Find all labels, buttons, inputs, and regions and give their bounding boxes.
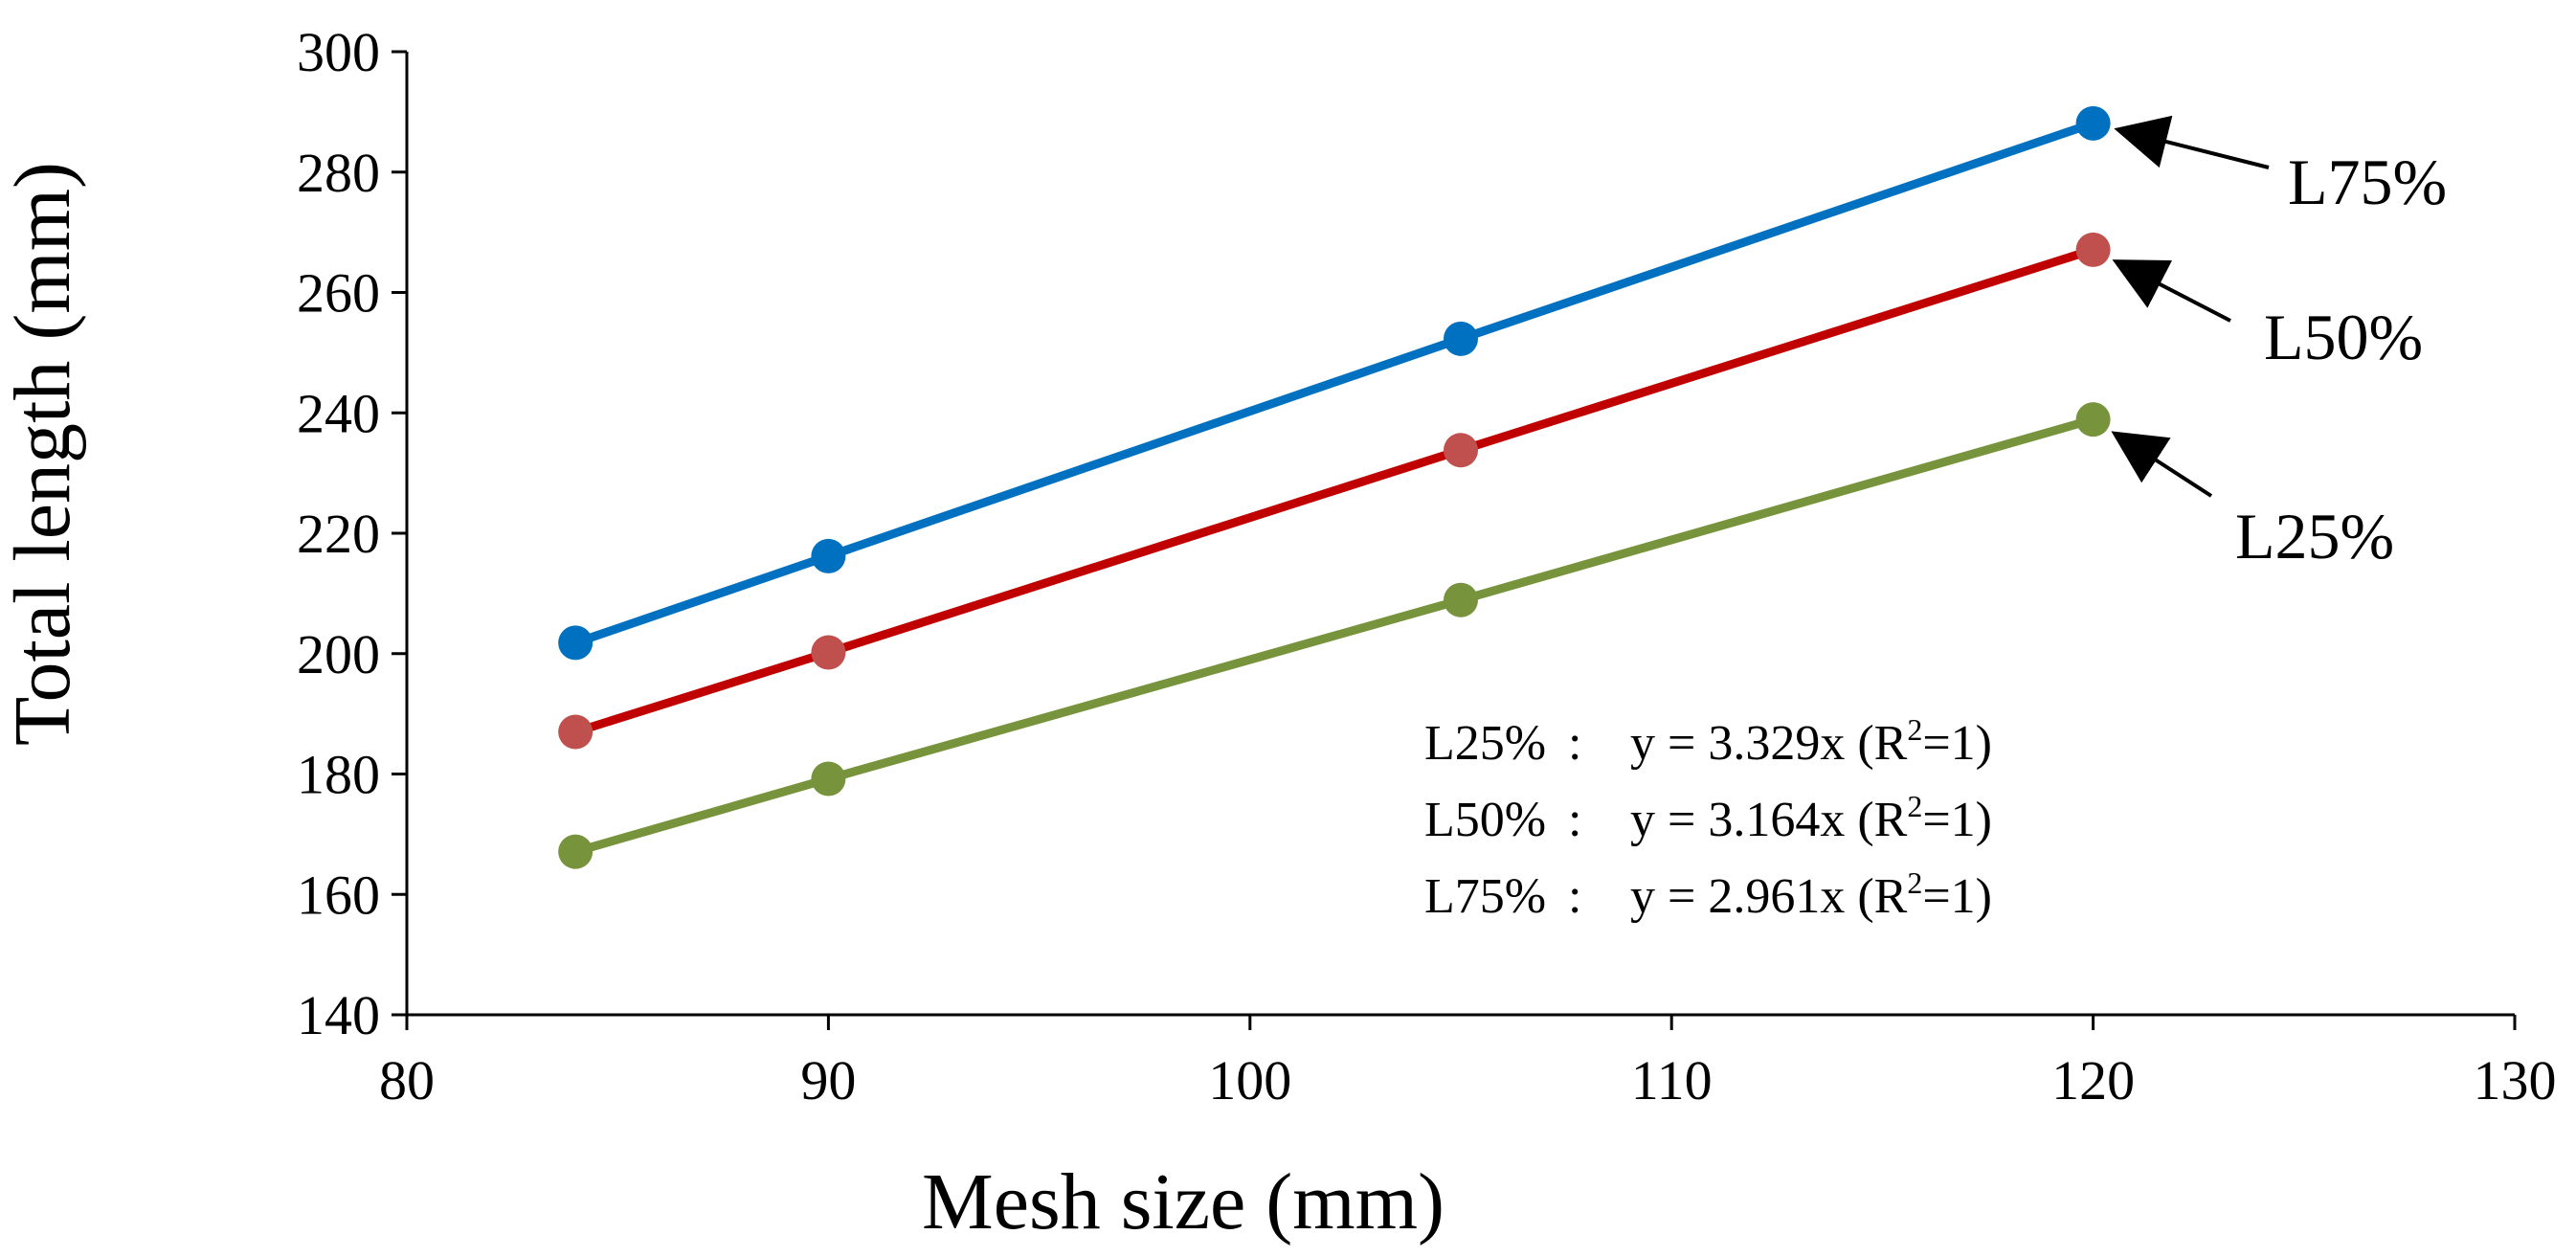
y-tick-label: 220 [297, 503, 380, 565]
y-tick-label: 140 [297, 984, 380, 1046]
equation-L25: L25%: y = 3.329x (R2=1) [1424, 712, 1992, 771]
series-line-L50 [573, 245, 2094, 736]
data-point-L75 [2075, 105, 2111, 141]
equation-tail: =1) [1922, 793, 1992, 847]
y-tick-label: 240 [297, 382, 380, 444]
data-point-L50 [558, 714, 594, 750]
y-tick-label: 200 [297, 623, 380, 685]
data-point-L75 [1444, 321, 1478, 356]
equation-formula: y = 3.164x (R [1630, 793, 1908, 847]
equation-layer: L25%: y = 3.329x (R2=1)L50%: y = 3.164x (R… [1424, 712, 1992, 924]
equation-L75: L75%: y = 2.961x (R2=1) [1424, 865, 1992, 924]
x-axis-title: Mesh size (mm) [922, 1157, 1445, 1246]
data-point-L25 [2075, 402, 2111, 438]
equation-L50: L50%: y = 3.164x (R2=1) [1424, 789, 1992, 847]
annotation-arrow-L75 [2114, 115, 2270, 169]
equation-label: L75% [1424, 869, 1546, 924]
equation-superscript: 2 [1907, 712, 1922, 747]
series-layer [558, 105, 2111, 869]
x-tick-label: 90 [800, 1049, 856, 1111]
equation-separator: : [1568, 869, 1581, 924]
ticks: 80 90 100 110 120 130 140 160 180 200 220 240 260 280… [297, 21, 2557, 1111]
equation-tail: =1) [1922, 869, 1992, 924]
data-point-L75 [811, 538, 846, 573]
x-tick-label: 100 [1208, 1049, 1291, 1111]
annotation-label-L25: L25% [2235, 500, 2394, 572]
y-tick-label: 180 [297, 744, 380, 806]
equation-tail: =1) [1922, 716, 1992, 771]
y-tick-label: 300 [297, 21, 380, 83]
equation-superscript: 2 [1907, 865, 1922, 900]
series-line-L75 [573, 119, 2095, 647]
y-tick-label: 260 [297, 262, 380, 325]
annotation-label-L75: L75% [2288, 146, 2447, 218]
annotation-label-L50: L50% [2264, 301, 2423, 373]
data-point-L25 [811, 761, 846, 797]
data-point-L25 [1444, 582, 1478, 617]
x-tick-label: 130 [2474, 1049, 2557, 1111]
equation-separator: : [1568, 793, 1581, 847]
x-tick-label: 110 [1631, 1049, 1713, 1111]
data-point-L25 [558, 834, 594, 869]
equation-superscript: 2 [1907, 789, 1922, 823]
annotation-layer: L75% L50% L25% [2111, 115, 2447, 572]
annotation-arrow-L50 [2112, 259, 2231, 323]
data-point-L50 [1444, 433, 1478, 468]
data-point-L75 [558, 625, 594, 661]
y-axis-title: Total length (mm) [0, 162, 87, 746]
data-point-L50 [2075, 232, 2111, 267]
equation-formula: y = 3.329x (R [1630, 716, 1908, 771]
y-tick-label: 280 [297, 142, 380, 204]
x-tick-label: 120 [2051, 1049, 2135, 1111]
equation-separator: : [1568, 716, 1581, 771]
equation-formula: y = 2.961x (R [1630, 869, 1908, 924]
x-tick-label: 80 [379, 1049, 435, 1111]
series-line-L25 [573, 415, 2094, 856]
equation-label: L50% [1424, 793, 1546, 847]
data-point-L50 [811, 635, 846, 670]
equation-label: L25% [1424, 716, 1546, 771]
y-tick-label: 160 [297, 864, 380, 926]
annotation-arrow-L25 [2111, 431, 2213, 498]
